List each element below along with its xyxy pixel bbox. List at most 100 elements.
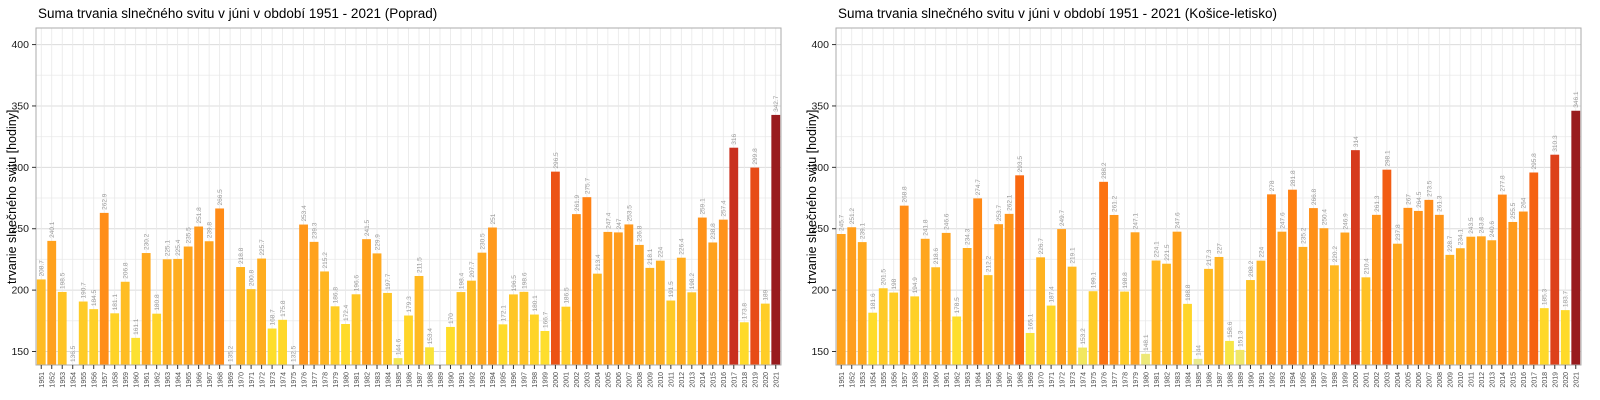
bar-label-2003: 275.7	[584, 178, 591, 195]
bar-label-1969: 165.1	[1028, 313, 1035, 330]
bar-label-1990: 208.2	[1248, 260, 1255, 277]
x-tick-label-1971: 1971	[1049, 372, 1056, 388]
bar-label-1962: 178.5	[954, 297, 961, 314]
bar-label-1980: 172.4	[343, 304, 350, 321]
x-tick-label-1968: 1968	[1017, 372, 1024, 388]
x-tick-label-2017: 2017	[1532, 372, 1539, 388]
bar-2010	[655, 260, 665, 365]
x-tick-label-1995: 1995	[1301, 372, 1308, 388]
bar-label-2008: 261.3	[1437, 195, 1444, 212]
bar-label-1998: 180.1	[532, 295, 539, 312]
bar-2017	[729, 147, 739, 365]
bar-1990	[446, 326, 455, 365]
bar-2013	[1487, 240, 1497, 365]
bar-label-2012: 243.8	[1479, 217, 1486, 234]
x-tick-label-1984: 1984	[385, 372, 392, 388]
bar-1959	[120, 281, 130, 365]
x-tick-label-1960: 1960	[133, 372, 140, 388]
bar-1970	[1036, 257, 1046, 365]
bar-label-1960: 218.6	[933, 248, 940, 265]
x-tick-label-2008: 2008	[1437, 372, 1444, 388]
bar-1958	[910, 296, 920, 365]
bar-label-1981: 196.6	[353, 275, 360, 292]
x-tick-label-1951: 1951	[39, 372, 46, 388]
bar-label-1968: 293.5	[1017, 156, 1024, 173]
x-tick-label-1993: 1993	[480, 372, 487, 388]
bar-label-1981: 224.1	[1153, 241, 1160, 258]
bar-label-2005: 247.4	[605, 212, 612, 229]
x-tick-label-1992: 1992	[1269, 372, 1276, 388]
bar-2001	[1361, 277, 1371, 365]
x-tick-label-1977: 1977	[1112, 372, 1119, 388]
bar-2019	[750, 167, 760, 365]
bar-1965	[183, 246, 193, 365]
bar-1977	[309, 241, 319, 365]
x-tick-label-1952: 1952	[850, 372, 857, 388]
bar-label-1991: 224	[1258, 246, 1265, 257]
bar-label-2014: 259.1	[700, 198, 707, 215]
bar-label-1970: 226.7	[1038, 238, 1045, 255]
bar-1986	[404, 315, 413, 365]
bar-1971	[1046, 305, 1056, 365]
bar-1964	[973, 198, 983, 365]
x-tick-label-2008: 2008	[637, 372, 644, 388]
x-tick-label-1972: 1972	[259, 372, 266, 388]
bar-1972	[1057, 229, 1067, 365]
x-tick-label-1975: 1975	[291, 372, 298, 388]
bar-label-2014: 277.8	[1500, 175, 1507, 192]
bar-1952	[47, 240, 57, 365]
bar-label-1974: 175.8	[280, 300, 287, 317]
x-tick-label-2000: 2000	[553, 372, 560, 388]
y-tick-label-250: 250	[811, 223, 829, 235]
x-tick-label-1954: 1954	[71, 372, 78, 388]
bar-label-1971: 187.4	[1049, 286, 1056, 303]
bar-label-1995: 235.2	[1300, 227, 1307, 244]
x-tick-label-1997: 1997	[522, 372, 529, 388]
bar-label-2018: 173.8	[742, 303, 749, 320]
y-tick-label-250: 250	[11, 223, 29, 235]
bar-1996	[509, 294, 518, 365]
bar-1993	[1277, 231, 1287, 365]
x-tick-label-1956: 1956	[892, 372, 899, 388]
x-tick-label-2016: 2016	[1521, 372, 1528, 388]
bar-label-2002: 261.9	[574, 194, 581, 211]
bar-1994	[488, 227, 497, 365]
bar-1956	[889, 292, 899, 365]
bar-label-2004: 237.8	[1395, 224, 1402, 241]
bar-2011	[666, 300, 676, 365]
chart-poprad: Suma trvania slnečného svitu v júni v ob…	[5, 6, 782, 388]
bar-label-1982: 241.5	[364, 220, 371, 237]
bar-label-1990: 170	[448, 313, 455, 324]
bar-label-2018: 185.3	[1542, 289, 1549, 306]
chart-poprad-plot-area: 208.7 240.1 198.5 136.5 190.7 184.5 262.9 181.1…	[11, 27, 782, 388]
x-tick-label-2007: 2007	[1427, 372, 1434, 388]
bar-label-2016: 257.4	[721, 200, 728, 217]
x-tick-label-1976: 1976	[301, 372, 308, 388]
x-tick-label-1988: 1988	[1227, 372, 1234, 388]
x-tick-label-2005: 2005	[606, 372, 613, 388]
bar-2008	[634, 244, 644, 365]
y-tick-label-200: 200	[11, 285, 29, 297]
bar-1967	[204, 241, 214, 365]
bar-1984	[383, 292, 392, 365]
bar-label-1967: 262.1	[1007, 194, 1014, 211]
x-tick-label-2014: 2014	[700, 372, 707, 388]
bar-label-1966: 251.8	[196, 207, 203, 224]
bar-1998	[530, 314, 539, 365]
bar-label-1987: 227	[1216, 243, 1223, 254]
bar-2005	[1403, 207, 1413, 365]
x-tick-label-2006: 2006	[1416, 372, 1423, 388]
bar-label-1971: 200.8	[249, 269, 256, 286]
x-tick-label-1964: 1964	[175, 372, 182, 388]
bar-label-1961: 246.6	[944, 213, 951, 230]
x-tick-label-2016: 2016	[721, 372, 728, 388]
x-tick-label-1970: 1970	[238, 372, 245, 388]
x-tick-label-1961: 1961	[944, 372, 951, 388]
x-tick-label-1966: 1966	[996, 372, 1003, 388]
bar-label-1993: 247.6	[1279, 212, 1286, 229]
bar-1966	[194, 226, 204, 365]
bar-label-2009: 228.7	[1447, 235, 1454, 252]
x-tick-label-1973: 1973	[1070, 372, 1077, 388]
bar-label-1976: 253.4	[301, 205, 308, 222]
y-tick-label-150: 150	[811, 346, 829, 358]
